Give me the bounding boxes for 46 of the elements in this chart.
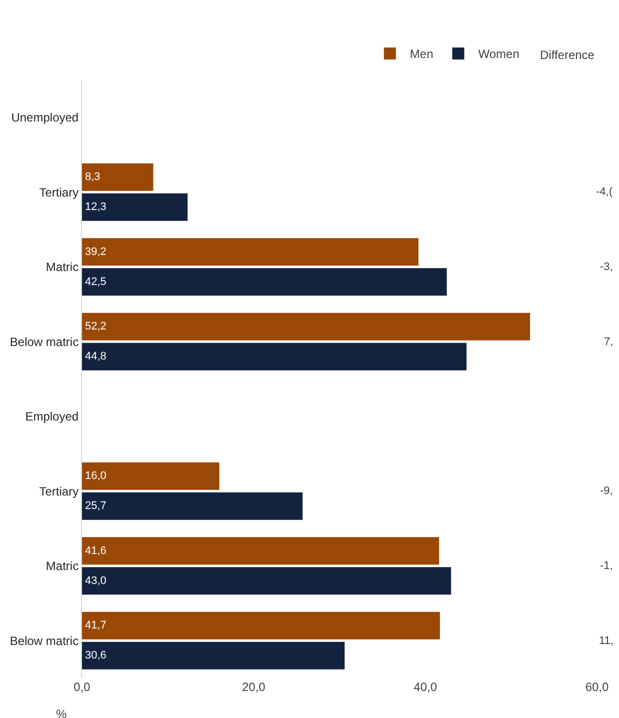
y-tick-label: Below matric [10, 334, 79, 349]
bar [82, 492, 303, 520]
bar [82, 642, 345, 670]
bar [82, 193, 188, 221]
y-tick-label: Tertiary [39, 484, 79, 498]
x-axis-title: % [56, 707, 67, 718]
x-tick-label: 40,0 [414, 680, 438, 694]
x-tick-label: 20,0 [242, 680, 266, 694]
y-tick-label: Matric [46, 559, 79, 574]
text: 25,7 [85, 500, 106, 512]
text: 41,6 [85, 544, 106, 557]
text: 43,0 [85, 574, 106, 587]
text: -1, [600, 560, 613, 572]
legend-label: Women [478, 47, 520, 62]
y-tick-label: Employed [25, 410, 79, 424]
annotation: -4,( [596, 186, 613, 198]
text: 42,5 [85, 276, 106, 288]
x-tick-label: 0,0 [74, 680, 91, 694]
text: 41,7 [85, 620, 106, 632]
text: 16,0 [85, 470, 106, 482]
bar [82, 342, 467, 370]
text: -9, [600, 485, 613, 497]
bar [82, 163, 154, 191]
text: 11, [599, 635, 614, 647]
text: Difference [540, 48, 595, 62]
x-tick-label: 60,0 [585, 680, 609, 694]
y-tick-label: Matric [46, 260, 79, 274]
text: 12,3 [85, 201, 106, 214]
bar [82, 312, 530, 340]
bar [82, 462, 220, 490]
text: 52,2 [85, 320, 106, 333]
bar [82, 567, 452, 595]
bar [82, 537, 440, 565]
text: 7, [604, 336, 614, 348]
text: 44,8 [85, 350, 106, 363]
text: 39,2 [85, 246, 106, 258]
y-tick-label: Below matric [10, 634, 79, 648]
y-tick-label: Tertiary [39, 185, 79, 200]
y-tick-label: Unemployed [11, 110, 79, 125]
bar [82, 268, 447, 296]
bar [82, 612, 440, 640]
legend-label: Men [410, 47, 434, 62]
text: 30,6 [85, 650, 106, 662]
text: -3, [600, 261, 613, 273]
bar [82, 238, 418, 266]
text: 8,3 [85, 171, 100, 184]
